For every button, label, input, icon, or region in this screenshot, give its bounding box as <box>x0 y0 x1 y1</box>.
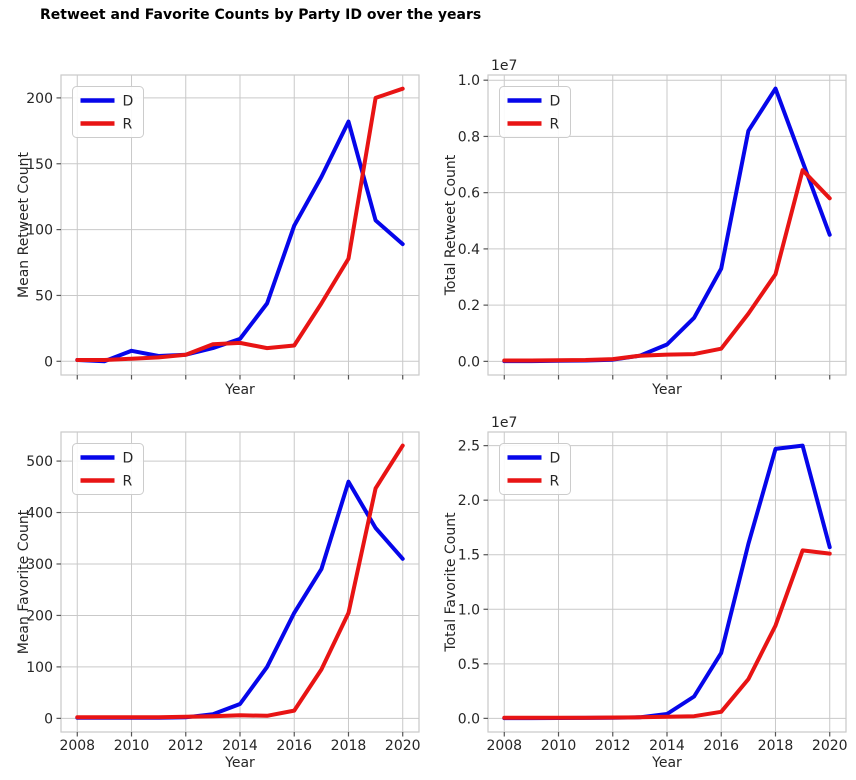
y-tick-label: 0 <box>44 354 53 370</box>
legend: DR <box>72 86 144 138</box>
legend-label-r: R <box>123 117 133 133</box>
y-axis-label: Mean Favorite Count <box>16 509 32 654</box>
y-tick-label: 150 <box>26 157 53 173</box>
series-line-r <box>502 168 832 363</box>
legend-label-d: D <box>123 94 134 110</box>
series-line-r <box>75 86 405 362</box>
y-tick-label: 0.4 <box>458 242 480 258</box>
x-tick-label: 2010 <box>541 738 577 754</box>
series-line-d <box>75 119 405 364</box>
tick-marks <box>56 97 404 380</box>
x-tick-label: 2008 <box>59 738 95 754</box>
y-tick-label: 0.8 <box>458 129 480 145</box>
x-tick-label: 2018 <box>758 738 794 754</box>
figure-title: Retweet and Favorite Counts by Party ID … <box>40 7 482 23</box>
y-tick-label: 300 <box>26 557 53 573</box>
x-axis-label: Year <box>651 755 682 771</box>
x-axis-label: Year <box>224 382 255 398</box>
y-tick-label: 0.2 <box>458 298 480 314</box>
tick-marks <box>483 445 831 737</box>
y-axis-label: Total Favorite Count <box>443 512 459 653</box>
x-tick-label: 2012 <box>595 738 631 754</box>
y-tick-label: 0.5 <box>458 657 480 673</box>
legend-label-d: D <box>550 451 561 467</box>
chart-mean-favorite-count: 2008 2010 2012 2014 2016 2018 2020 0 100 200 300 40… <box>16 431 421 771</box>
y-axis-label: Total Retweet Count <box>443 154 459 296</box>
legend-label-r: R <box>123 474 133 490</box>
x-tick-label: 2016 <box>276 738 312 754</box>
x-tick-label: 2014 <box>222 738 258 754</box>
legend: DR <box>499 443 571 495</box>
y-tick-label: 2.0 <box>458 493 480 509</box>
legend: DR <box>499 86 571 138</box>
x-tick-label: 2020 <box>812 738 848 754</box>
x-tick-label: 2016 <box>703 738 739 754</box>
y-tick-label: 0.0 <box>458 354 480 370</box>
tick-marks <box>56 460 404 737</box>
y-tick-label: 0.6 <box>458 186 480 202</box>
grid <box>488 75 846 375</box>
y-tick-label: 100 <box>26 660 53 676</box>
legend: DR <box>72 443 144 495</box>
x-tick-label: 2014 <box>649 738 685 754</box>
tick-marks <box>483 79 831 380</box>
x-tick-label: 2018 <box>331 738 367 754</box>
y-tick-label: 50 <box>35 288 53 304</box>
y-tick-label: 100 <box>26 223 53 239</box>
legend-label-r: R <box>550 474 560 490</box>
series-line-r <box>502 548 832 720</box>
y-tick-label: 400 <box>26 506 53 522</box>
y-axis-label: Mean Retweet Count <box>16 152 32 298</box>
y-tick-label: 500 <box>26 454 53 470</box>
chart-total-favorite-count: 2008 2010 2012 2014 2016 2018 2020 0.0 0.5 1.0 1.5… <box>443 415 848 771</box>
legend-label-d: D <box>550 94 561 110</box>
x-tick-label: 2010 <box>114 738 150 754</box>
x-tick-label: 2020 <box>385 738 421 754</box>
x-tick-label: 2012 <box>168 738 204 754</box>
y-offset-label: 1e7 <box>491 415 517 431</box>
chart-total-retweet-count: 0.0 0.2 0.4 0.6 0.8 1.0 1e7 Year Total Retweet C… <box>443 58 847 398</box>
chart-mean-retweet-count: 0 50 100 150 200 Year Mean Retweet Count DR <box>16 74 420 398</box>
x-axis-label: Year <box>224 755 255 771</box>
y-tick-label: 1.0 <box>458 602 480 618</box>
y-tick-label: 2.5 <box>458 439 480 455</box>
y-tick-label: 1.0 <box>458 73 480 89</box>
y-tick-label: 0 <box>44 711 53 727</box>
legend-label-r: R <box>550 117 560 133</box>
y-tick-label: 200 <box>26 91 53 107</box>
y-tick-label: 0.0 <box>458 711 480 727</box>
series-line-r <box>75 443 405 720</box>
y-offset-label: 1e7 <box>491 58 517 74</box>
legend-label-d: D <box>123 451 134 467</box>
x-tick-label: 2008 <box>486 738 522 754</box>
y-tick-label: 200 <box>26 608 53 624</box>
x-axis-label: Year <box>651 382 682 398</box>
y-tick-label: 1.5 <box>458 548 480 564</box>
